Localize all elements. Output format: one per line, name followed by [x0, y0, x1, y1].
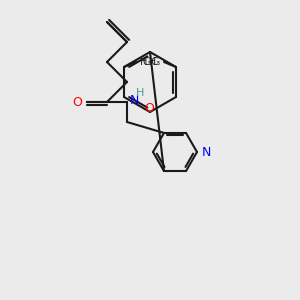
Text: O: O — [144, 102, 154, 115]
Text: H₃C: H₃C — [140, 57, 158, 67]
Text: N: N — [202, 146, 211, 158]
Text: H: H — [136, 88, 144, 98]
Text: N: N — [130, 94, 140, 106]
Text: CH₃: CH₃ — [142, 57, 160, 67]
Text: O: O — [72, 95, 82, 109]
